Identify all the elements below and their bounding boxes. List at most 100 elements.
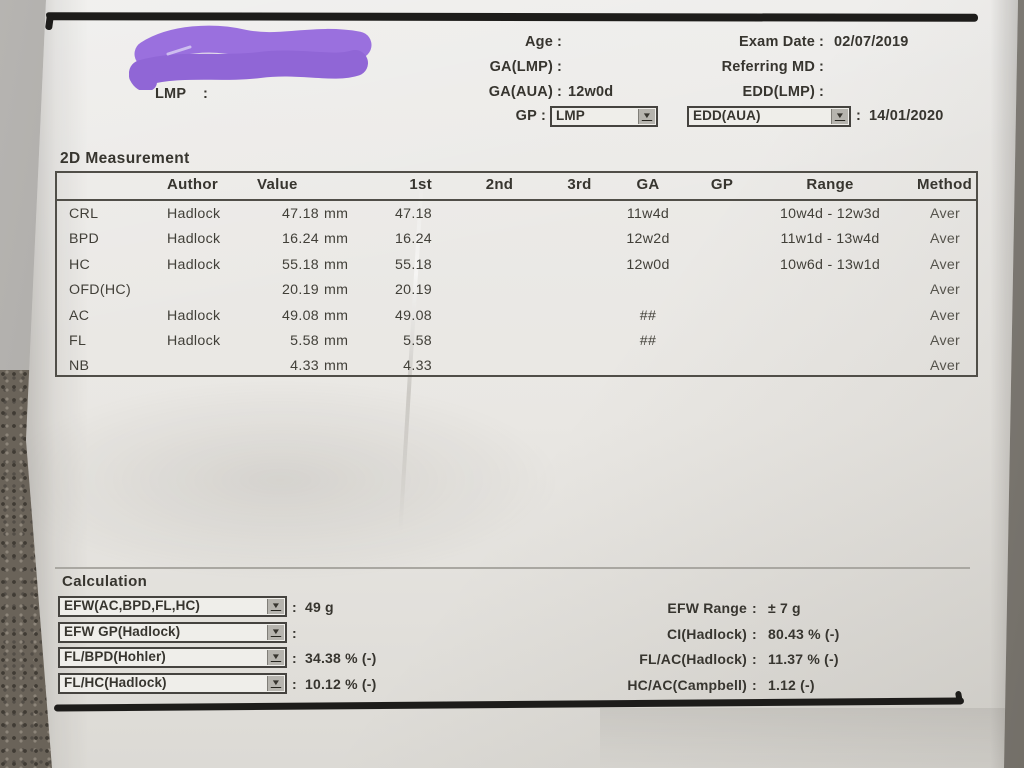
age-label: Age: [525, 34, 553, 50]
col-gp: GP: [710, 176, 734, 193]
row-method: Aver: [929, 333, 961, 349]
efw-value: 49 g: [305, 599, 334, 615]
row-author: Hadlock: [167, 206, 221, 222]
dropdown-arrow-icon: ▼: [267, 676, 284, 691]
row-method: Aver: [929, 282, 961, 298]
efw-colon: :: [292, 599, 297, 615]
row-method: Aver: [929, 231, 961, 247]
row-unit: mm: [324, 358, 349, 374]
table-row-bpd: BPD Hadlock 16.24 mm 16.24 12w2d 11w1d -…: [57, 228, 976, 253]
fl-hc-dropdown: FL/HC(Hadlock) ▼: [58, 673, 287, 694]
efw-gp-dropdown-value: EFW GP(Hadlock): [64, 624, 181, 639]
exam-date-colon: :: [819, 34, 825, 50]
efw-gp-dropdown: EFW GP(Hadlock) ▼: [58, 622, 287, 643]
row-label: OFD(HC): [69, 282, 131, 298]
col-first: 1st: [409, 176, 432, 193]
row-first: 4.33: [403, 358, 432, 374]
fl-hc-colon: :: [292, 676, 297, 692]
row-label: HC: [69, 257, 91, 273]
efw-range-colon: :: [752, 600, 757, 616]
col-second: 2nd: [485, 176, 514, 193]
redacted-patient-name-marker: [129, 25, 372, 90]
age-colon: :: [557, 34, 563, 50]
fl-bpd-colon: :: [292, 650, 297, 666]
col-range: Range: [806, 176, 854, 193]
exam-date-value: 02/07/2019: [834, 34, 909, 50]
row-value: 4.33: [290, 358, 319, 374]
ci-hadlock-label: CI(Hadlock): [667, 626, 747, 642]
edd-lmp-label: EDD(LMP): [742, 84, 815, 100]
edd-aua-dropdown: EDD(AUA) ▼: [687, 106, 851, 127]
row-range: 11w1d - 13w4d: [780, 231, 880, 247]
efw-formula-dropdown: EFW(AC,BPD,FL,HC) ▼: [58, 596, 287, 617]
hc-ac-value: 1.12 (-): [768, 677, 815, 693]
ci-hadlock-value: 80.43 % (-): [768, 626, 840, 642]
referring-md-label: Referring MD: [721, 59, 815, 75]
table-row-ofd: OFD(HC) 20.19 mm 20.19 Aver: [57, 279, 976, 304]
row-value: 5.58: [290, 333, 319, 349]
row-author: Hadlock: [167, 333, 221, 349]
row-method: Aver: [929, 308, 961, 324]
row-unit: mm: [324, 333, 349, 349]
gp-label: GP: [515, 108, 537, 124]
dropdown-arrow-icon: ▼: [267, 599, 284, 614]
row-unit: mm: [324, 206, 349, 222]
ga-lmp-label: GA(LMP): [489, 59, 553, 75]
row-ga: ##: [639, 308, 657, 324]
table-row-nb: NB 4.33 mm 4.33 Aver: [57, 355, 976, 380]
col-author: Author: [167, 176, 218, 193]
gp-dropdown-1-value: LMP: [556, 108, 585, 123]
row-author: Hadlock: [167, 257, 221, 273]
efw-range-value: ± 7 g: [768, 600, 801, 616]
col-ga: GA: [636, 176, 660, 193]
row-first: 20.19: [394, 282, 432, 298]
calculation-section-title: Calculation: [62, 573, 148, 590]
row-first: 5.58: [403, 333, 432, 349]
row-label: CRL: [69, 206, 99, 222]
fl-hc-dropdown-value: FL/HC(Hadlock): [64, 675, 167, 690]
row-author: Hadlock: [167, 231, 221, 247]
measurement-section-title: 2D Measurement: [60, 150, 190, 167]
calculation-divider: [55, 567, 970, 569]
row-ga: ##: [639, 333, 657, 349]
referring-md-colon: :: [819, 59, 825, 75]
row-range: 10w4d - 12w3d: [779, 206, 881, 222]
paper-shade: [26, 380, 560, 580]
col-value: Value: [257, 176, 298, 193]
row-author: Hadlock: [167, 308, 221, 324]
row-value: 20.19: [281, 282, 319, 298]
lmp-label: LMP: [155, 86, 187, 102]
dropdown-arrow-icon: ▼: [831, 109, 848, 124]
row-value: 16.24: [281, 231, 319, 247]
hc-ac-label: HC/AC(Campbell): [627, 677, 747, 693]
ga-aua-value: 12w0d: [568, 84, 614, 100]
edd-aua-value: 14/01/2020: [869, 108, 944, 124]
fl-hc-value: 10.12 % (-): [305, 676, 377, 692]
ga-aua-label: GA(AUA): [488, 84, 553, 100]
dropdown-arrow-icon: ▼: [267, 650, 284, 665]
row-first: 49.08: [394, 308, 432, 324]
dropdown-arrow-icon: ▼: [267, 625, 284, 640]
row-unit: mm: [324, 231, 349, 247]
row-label: NB: [69, 358, 90, 374]
efw-range-label: EFW Range: [667, 600, 747, 616]
fl-bpd-dropdown: FL/BPD(Hohler) ▼: [58, 647, 287, 668]
row-value: 47.18: [281, 206, 319, 222]
row-method: Aver: [929, 358, 961, 374]
row-label: BPD: [69, 231, 100, 247]
fl-bpd-dropdown-value: FL/BPD(Hohler): [64, 649, 166, 664]
fl-bpd-value: 34.38 % (-): [305, 650, 377, 666]
dropdown-arrow-icon: ▼: [638, 109, 655, 124]
row-unit: mm: [324, 257, 349, 273]
lmp-colon: :: [203, 86, 209, 102]
gp-dropdown-1: LMP ▼: [550, 106, 658, 127]
efw-gp-colon: :: [292, 625, 297, 641]
row-unit: mm: [324, 308, 349, 324]
top-rule: [45, 12, 979, 22]
row-method: Aver: [929, 206, 961, 222]
row-first: 16.24: [394, 231, 432, 247]
row-method: Aver: [929, 257, 961, 273]
fl-ac-label: FL/AC(Hadlock): [639, 651, 747, 667]
